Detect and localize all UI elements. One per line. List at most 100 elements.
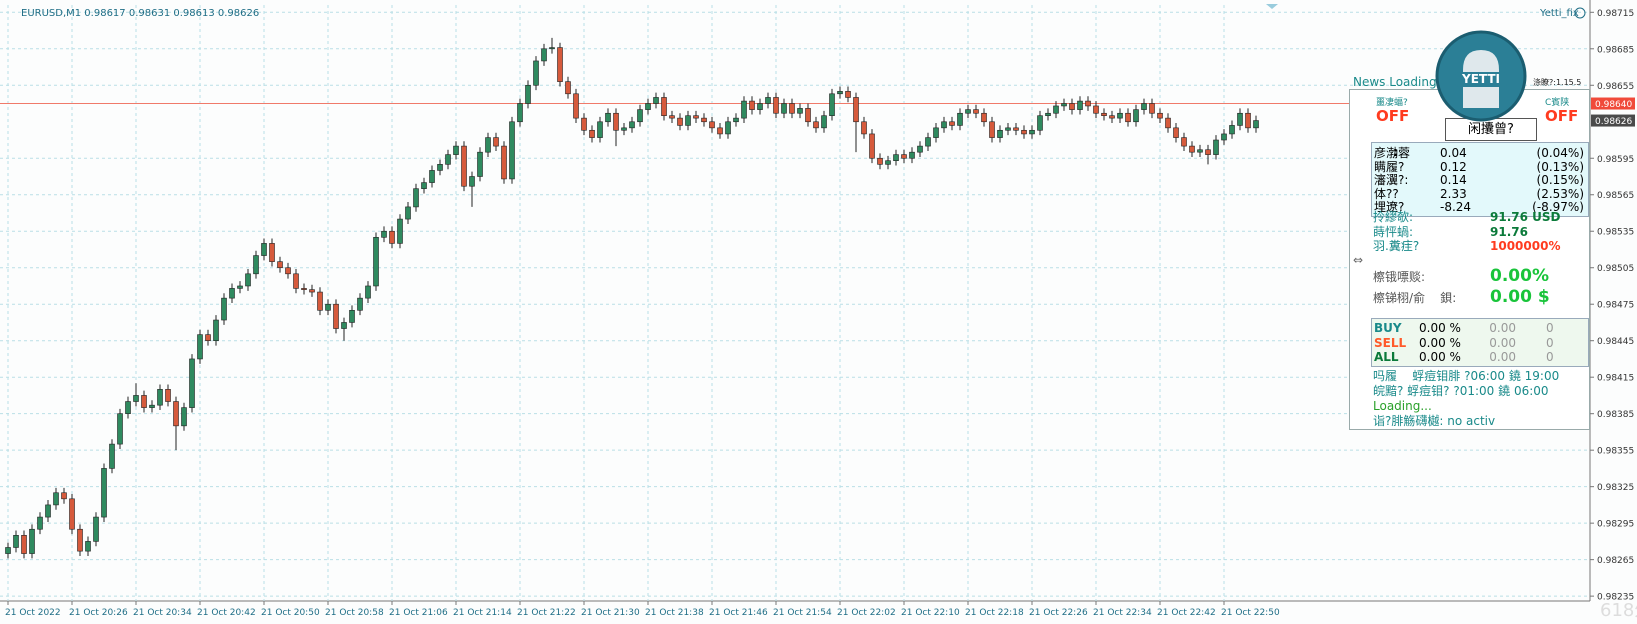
- candle-body: [717, 127, 723, 135]
- session-line: 皖黯? 蜉痘钼? ?01:00 鐃 06:00: [1373, 384, 1549, 398]
- order-count: 0: [1546, 335, 1554, 350]
- candle-body: [1173, 127, 1179, 138]
- x-tick-label: 21 Oct 20:26: [69, 608, 128, 618]
- candle-body: [45, 504, 51, 518]
- candle-body: [133, 395, 139, 402]
- toggle-state[interactable]: OFF: [1376, 107, 1410, 125]
- candle-body: [821, 115, 827, 129]
- session-line: 诣?腓觞礴樾: no activ: [1373, 414, 1496, 428]
- collapse-arrow[interactable]: ⇔: [1353, 253, 1364, 267]
- candle-body: [1109, 115, 1115, 119]
- candle-body: [693, 115, 699, 119]
- x-tick-label: 21 Oct 22:18: [965, 608, 1024, 618]
- candle-body: [165, 389, 171, 402]
- candle-body: [229, 288, 235, 299]
- stat-percent: (-8.97%): [1532, 200, 1584, 215]
- candle-body: [381, 230, 387, 238]
- candle-body: [413, 188, 419, 208]
- candle-body: [213, 319, 219, 342]
- candle-body: [1157, 112, 1163, 119]
- x-tick-label: 21 Oct 21:38: [645, 608, 704, 618]
- candle-body: [885, 160, 891, 165]
- orders-box: BUY 0.00 % 0.00 0 SELL 0.00 % 0.00 0 ALL 0.00 % 0.…: [1371, 318, 1589, 367]
- candle-body: [101, 468, 107, 518]
- profit-label: 檫锇嘌赕:: [1373, 270, 1426, 284]
- stat-colon: :: [1393, 145, 1398, 159]
- account-label: 蒔怦蝸:: [1373, 224, 1414, 239]
- y-tick-label: 0.98595: [1597, 155, 1634, 165]
- candle-body: [733, 117, 739, 123]
- news-status: News Loading: [1353, 75, 1437, 89]
- order-count: 0: [1546, 350, 1554, 364]
- candle-body: [1077, 100, 1083, 110]
- toggle-label: C賓陕: [1545, 98, 1570, 108]
- candle-body: [1125, 112, 1131, 123]
- candle-body: [893, 154, 899, 161]
- candle-body: [629, 121, 635, 129]
- shift-marker: [1266, 4, 1278, 9]
- candle-body: [69, 498, 75, 530]
- x-tick-label: 21 Oct 22:34: [1093, 608, 1152, 618]
- candle-body: [1085, 100, 1091, 107]
- x-tick-label: 21 Oct 20:58: [325, 608, 384, 618]
- y-tick-label: 0.98295: [1597, 520, 1634, 530]
- x-tick-label: 21 Oct 20:34: [133, 608, 192, 618]
- candle-body: [837, 91, 843, 95]
- logo-band: [1455, 72, 1507, 87]
- candle-body: [29, 528, 35, 554]
- candle-body: [197, 334, 203, 360]
- x-tick-label: 21 Oct 22:02: [837, 608, 896, 618]
- y-tick-label: 0.98685: [1597, 45, 1634, 55]
- candle-body: [749, 100, 755, 110]
- candle-body: [293, 273, 299, 289]
- x-tick-label: 21 Oct 22:42: [1157, 608, 1216, 618]
- candle-body: [973, 109, 979, 114]
- candle-body: [517, 103, 523, 123]
- candle-body: [309, 289, 315, 293]
- candle-body: [573, 93, 579, 119]
- y-tick-label: 0.98385: [1597, 410, 1634, 420]
- x-tick-label: 21 Oct 22:26: [1029, 608, 1088, 618]
- candle-body: [1013, 127, 1019, 131]
- candle-body: [21, 535, 27, 554]
- candle-body: [925, 137, 931, 147]
- y-tick-label: 0.98265: [1597, 556, 1634, 566]
- y-tick-label: 0.98535: [1597, 228, 1634, 238]
- candle-body: [277, 261, 283, 269]
- candle-body: [581, 117, 587, 131]
- candle-body: [669, 115, 675, 119]
- expert-panel: 噩凄蝠? OFF C賓陕 OFF 闲攮曾? 彦渤蓉 0.04 (0.04%) 瞒履? 0.12 (0…: [1349, 89, 1590, 430]
- candle-body: [805, 108, 811, 123]
- toggle-label: 噩凄蝠?: [1376, 98, 1408, 108]
- candle-body: [237, 285, 243, 289]
- candle-body: [565, 81, 571, 95]
- candle-body: [501, 145, 507, 180]
- order-amount: 0.00: [1489, 321, 1516, 335]
- candle-body: [525, 84, 531, 104]
- candle-body: [1189, 145, 1195, 153]
- ask-label-box: [1591, 97, 1635, 110]
- candle-body: [1245, 112, 1251, 129]
- candle-body: [205, 334, 211, 342]
- order-percent: 0.00 %: [1419, 321, 1461, 335]
- candle-body: [477, 151, 483, 177]
- order-count: 0: [1546, 321, 1554, 335]
- x-tick-label: 21 Oct 21:30: [581, 608, 640, 618]
- order-type: BUY: [1374, 321, 1402, 335]
- session-line: Loading...: [1373, 399, 1432, 413]
- candle-body: [429, 170, 435, 183]
- stat-percent: (0.13%): [1536, 159, 1584, 174]
- smiley-icon[interactable]: [1574, 7, 1586, 19]
- bid-label-box: [1591, 114, 1635, 127]
- y-tick-label: 0.98565: [1597, 191, 1634, 201]
- candle-body: [1133, 109, 1139, 123]
- candle-body: [469, 176, 475, 187]
- candle-body: [261, 243, 267, 256]
- candle-body: [37, 516, 43, 530]
- candle-body: [421, 182, 427, 189]
- candle-body: [677, 117, 683, 126]
- candle-body: [13, 535, 19, 548]
- candle-body: [957, 112, 963, 126]
- candle-body: [725, 121, 731, 135]
- toggle-state[interactable]: OFF: [1545, 107, 1579, 125]
